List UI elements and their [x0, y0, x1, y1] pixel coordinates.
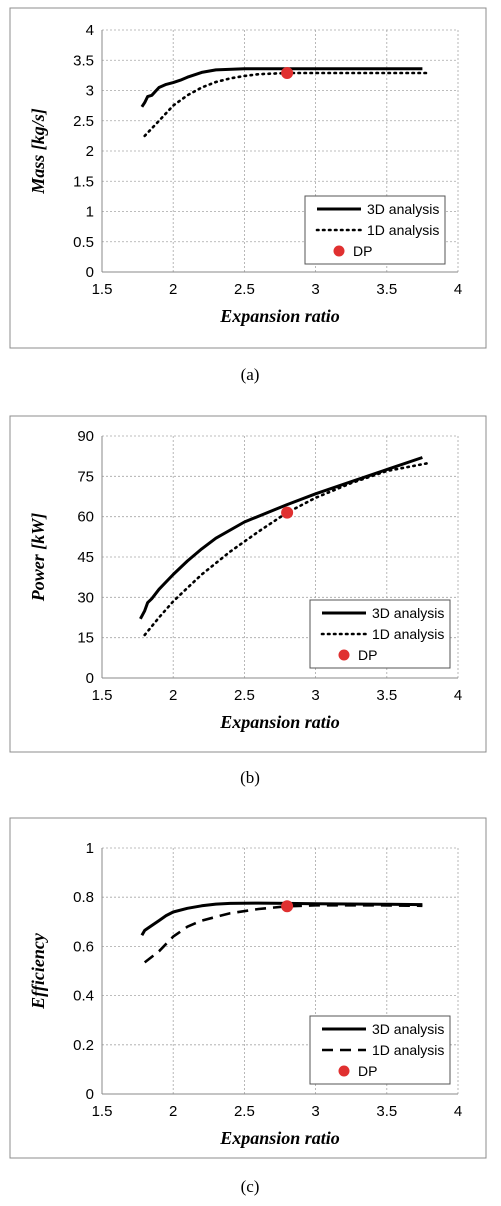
series-line-solid: [140, 901, 423, 937]
x-tick-label: 4: [454, 687, 462, 704]
legend-label: DP: [353, 243, 372, 259]
y-axis-label: Power [kW]: [28, 513, 48, 603]
x-tick-label: 1.5: [92, 687, 113, 704]
legend-marker: [338, 649, 350, 661]
y-axis-label: Mass [kg/s]: [28, 108, 48, 195]
y-tick-label: 0: [86, 670, 94, 687]
x-tick-label: 4: [454, 1103, 462, 1120]
legend-label: 3D analysis: [372, 1021, 444, 1037]
panel-caption: (c): [241, 1177, 260, 1196]
legend-label: DP: [358, 1063, 377, 1079]
series-line-solid: [139, 456, 423, 620]
x-axis-label: Expansion ratio: [219, 1128, 340, 1148]
y-tick-label: 0: [86, 1086, 94, 1103]
y-tick-label: 30: [77, 589, 94, 606]
chart-0: 1.5 2 2.5 3 3.5 4 0 0.5 1 1.5 2 2.5 3 3.5 4 Expansion r…: [9, 7, 487, 384]
x-tick-label: 4: [454, 281, 462, 298]
dp-marker: [281, 900, 294, 913]
y-tick-label: 90: [77, 428, 94, 445]
y-tick-label: 1: [86, 840, 94, 857]
y-tick-label: 1.5: [73, 173, 94, 190]
x-tick-label: 1.5: [92, 1103, 113, 1120]
y-tick-label: 45: [77, 549, 94, 566]
x-tick-label: 2: [169, 281, 177, 298]
y-tick-label: 2.5: [73, 113, 94, 130]
legend-marker: [338, 1065, 350, 1077]
legend-label: 3D analysis: [372, 605, 444, 621]
x-tick-label: 2.5: [234, 687, 255, 704]
chart-panel: [9, 415, 487, 753]
x-tick-label: 3.5: [376, 687, 397, 704]
y-tick-label: 15: [77, 630, 94, 647]
y-tick-label: 0.5: [73, 234, 94, 251]
y-tick-label: 0.4: [73, 988, 94, 1005]
legend-label: 1D analysis: [367, 222, 439, 238]
series-line-solid: [140, 67, 423, 108]
y-tick-label: 0.8: [73, 889, 94, 906]
x-axis-label: Expansion ratio: [219, 712, 340, 732]
panel-caption: (b): [240, 768, 260, 787]
legend-marker: [333, 245, 345, 257]
x-tick-label: 3.5: [376, 281, 397, 298]
x-tick-label: 2.5: [234, 281, 255, 298]
y-tick-label: 60: [77, 509, 94, 526]
chart-1: 1.5 2 2.5 3 3.5 4 0 15 30 45 60 75 90 Expansion ratio…: [9, 415, 487, 787]
x-tick-label: 2: [169, 1103, 177, 1120]
dp-marker: [281, 506, 294, 519]
y-tick-label: 4: [86, 22, 94, 39]
chart-panel: [9, 817, 487, 1159]
y-tick-label: 1: [86, 204, 94, 221]
y-tick-label: 75: [77, 468, 94, 485]
x-tick-label: 3: [311, 687, 319, 704]
panel-caption: (a): [241, 365, 260, 384]
series-line-dotted: [143, 461, 431, 637]
x-tick-label: 2.5: [234, 1103, 255, 1120]
x-axis-label: Expansion ratio: [219, 306, 340, 326]
legend-label: 3D analysis: [367, 201, 439, 217]
y-tick-label: 3: [86, 83, 94, 100]
y-tick-label: 2: [86, 143, 94, 160]
dp-marker: [281, 66, 294, 79]
y-tick-label: 0.2: [73, 1037, 94, 1054]
y-tick-label: 0: [86, 264, 94, 281]
legend-label: DP: [358, 647, 377, 663]
x-tick-label: 3: [311, 281, 319, 298]
legend-label: 1D analysis: [372, 626, 444, 642]
legend-label: 1D analysis: [372, 1042, 444, 1058]
chart-panel: [9, 7, 487, 349]
y-tick-label: 3.5: [73, 52, 94, 69]
series-line-dotted: [143, 71, 431, 138]
legend-box: [309, 1015, 451, 1085]
x-tick-label: 2: [169, 687, 177, 704]
x-tick-label: 3: [311, 1103, 319, 1120]
y-axis-label: Efficiency: [28, 932, 48, 1010]
x-tick-label: 3.5: [376, 1103, 397, 1120]
x-tick-label: 1.5: [92, 281, 113, 298]
series-line-dashed: [143, 904, 423, 964]
y-tick-label: 0.6: [73, 938, 94, 955]
chart-2: 1.5 2 2.5 3 3.5 4 0 0.2 0.4 0.6 0.8 1 Expansion rati…: [9, 817, 487, 1196]
